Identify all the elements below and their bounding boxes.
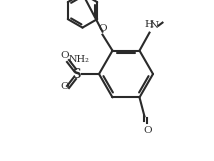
Text: O: O <box>61 51 69 60</box>
Text: NH₂: NH₂ <box>68 55 89 64</box>
Text: O: O <box>98 24 107 33</box>
Text: N: N <box>150 21 159 30</box>
Text: O: O <box>61 82 69 91</box>
Text: O: O <box>143 126 152 135</box>
Text: H: H <box>144 20 153 29</box>
Text: S: S <box>73 67 81 80</box>
